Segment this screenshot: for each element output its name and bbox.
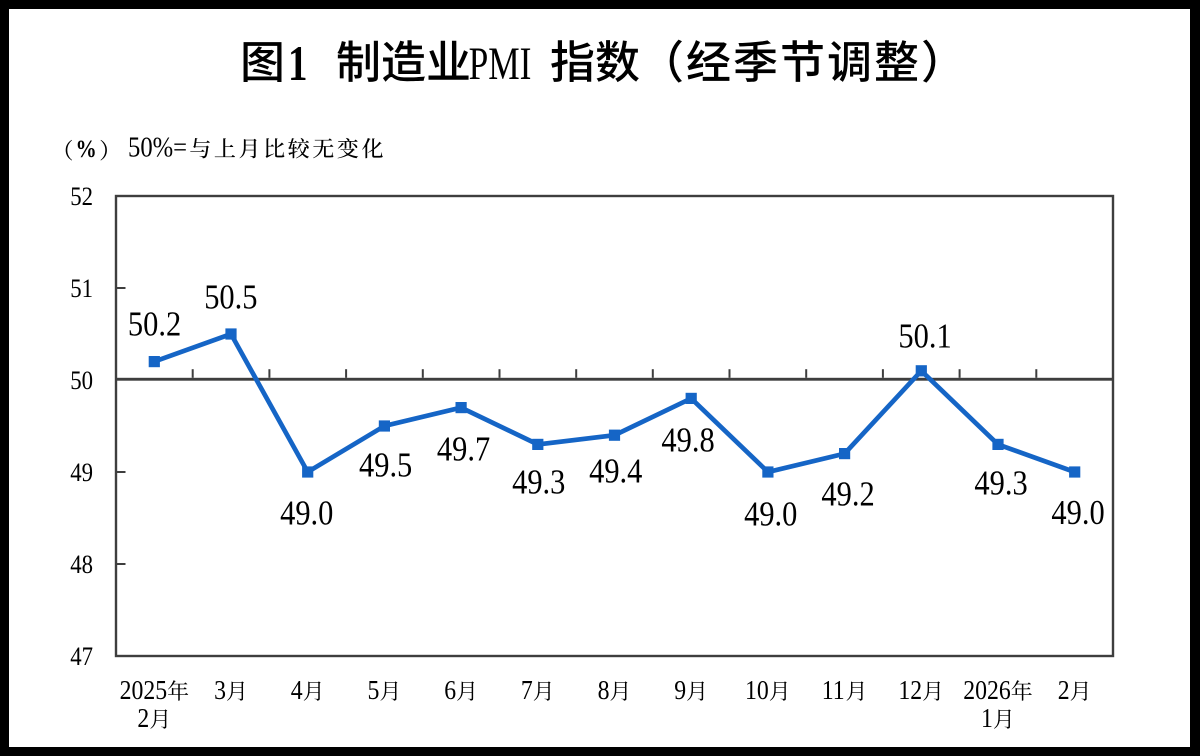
svg-text:12: 12	[898, 675, 922, 706]
svg-text:5: 5	[368, 675, 380, 706]
svg-text:%: %	[76, 135, 97, 163]
svg-text:1: 1	[981, 703, 993, 734]
svg-text:49.3: 49.3	[974, 464, 1027, 502]
svg-text:49.2: 49.2	[821, 476, 874, 514]
svg-text:50.1: 50.1	[898, 317, 951, 355]
svg-text:49.0: 49.0	[744, 496, 797, 534]
svg-text:48: 48	[70, 550, 93, 579]
svg-text:3: 3	[214, 675, 226, 706]
svg-text:49.5: 49.5	[359, 447, 412, 485]
svg-text:10: 10	[745, 675, 769, 706]
svg-text:11: 11	[822, 675, 845, 706]
svg-text:49.3: 49.3	[512, 464, 565, 502]
svg-text:50.2: 50.2	[128, 306, 181, 344]
svg-text:PMI: PMI	[469, 37, 532, 89]
svg-text:9: 9	[674, 675, 686, 706]
svg-text:2025: 2025	[120, 675, 168, 706]
svg-text:2026: 2026	[963, 675, 1011, 706]
svg-text:49: 49	[70, 458, 93, 487]
svg-text:7: 7	[521, 675, 533, 706]
svg-text:2: 2	[137, 703, 149, 734]
svg-text:1: 1	[288, 35, 308, 91]
svg-text:49.7: 49.7	[437, 431, 490, 469]
svg-text:50.5: 50.5	[204, 278, 257, 316]
svg-text:52: 52	[70, 182, 93, 211]
svg-text:49.0: 49.0	[280, 495, 333, 533]
svg-text:6: 6	[444, 675, 456, 706]
svg-text:51: 51	[70, 274, 93, 303]
svg-text:8: 8	[598, 675, 610, 706]
svg-text:49.4: 49.4	[589, 453, 642, 491]
svg-text:2: 2	[1058, 675, 1070, 706]
svg-text:49.0: 49.0	[1051, 494, 1104, 532]
svg-text:49.8: 49.8	[661, 422, 714, 460]
svg-text:47: 47	[70, 642, 93, 671]
svg-text:50%=: 50%=	[128, 132, 187, 163]
svg-text:50: 50	[70, 366, 93, 395]
svg-text:4: 4	[291, 675, 303, 706]
